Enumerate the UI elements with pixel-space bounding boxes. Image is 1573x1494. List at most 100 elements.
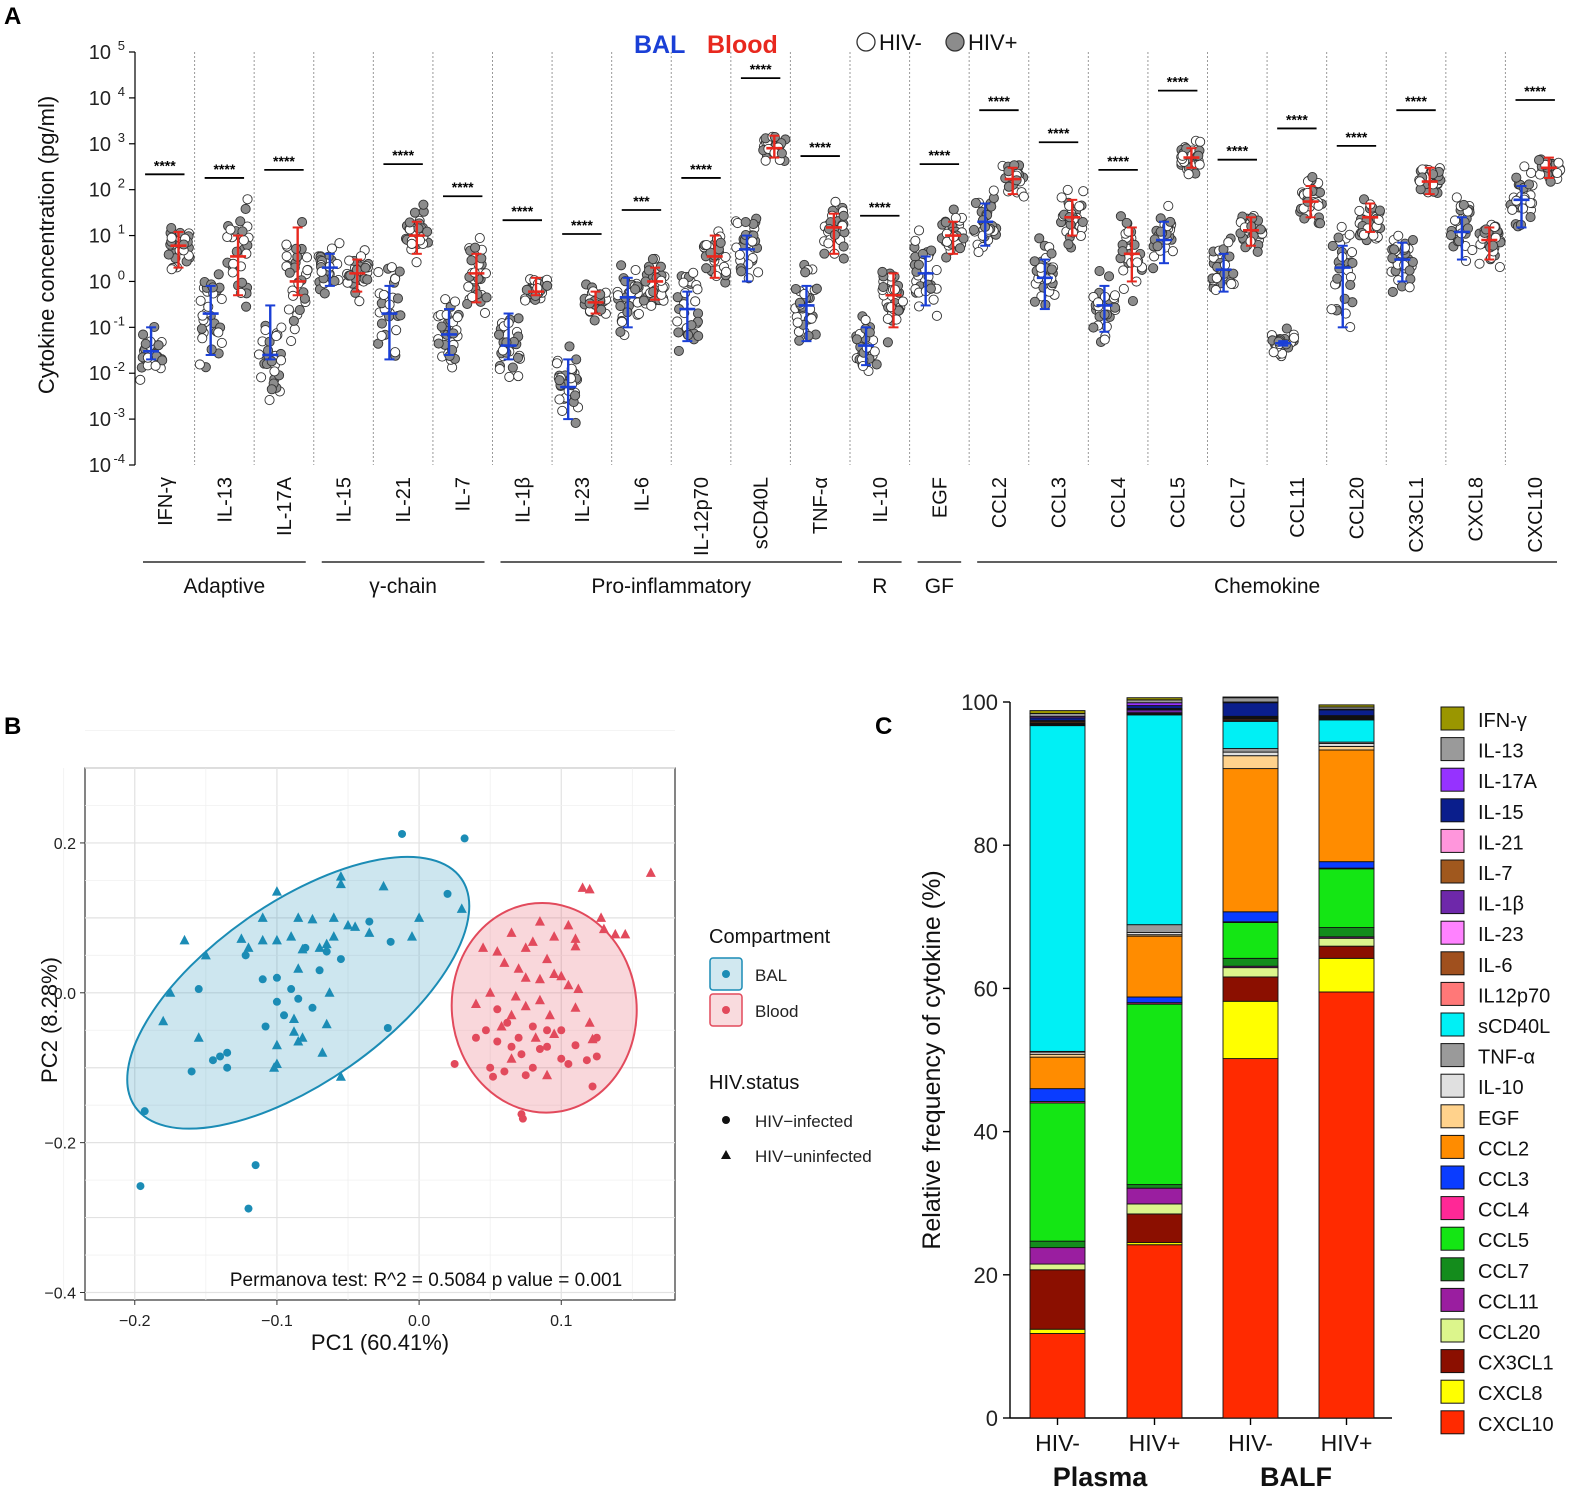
pca-point-triangle xyxy=(620,928,631,939)
pca-point-triangle xyxy=(271,934,282,945)
legend-label: sCD40L xyxy=(1478,1016,1550,1038)
legend-bal-text: BAL xyxy=(755,966,787,985)
y-tick-exponent: -1 xyxy=(113,313,125,328)
data-point xyxy=(264,394,275,406)
data-point xyxy=(138,329,149,340)
pca-point-triangle xyxy=(570,1002,581,1012)
data-point xyxy=(266,384,277,395)
pca-point-circle xyxy=(528,1022,537,1031)
stacked-segment xyxy=(1029,1269,1086,1330)
data-point xyxy=(406,238,417,249)
pca-point-triangle xyxy=(314,942,325,952)
pca-point-triangle xyxy=(414,912,425,922)
pca-point-triangle xyxy=(520,1000,531,1011)
pca-point-circle xyxy=(244,1204,253,1213)
data-point xyxy=(1445,230,1457,241)
data-point xyxy=(913,259,924,270)
data-point xyxy=(633,308,644,319)
data-point xyxy=(973,246,984,258)
data-point xyxy=(1149,251,1160,262)
stacked-segment xyxy=(1318,927,1375,938)
significance-stars: **** xyxy=(809,139,831,155)
pca-point-triangle xyxy=(158,1015,169,1026)
legend-uninfected-marker xyxy=(721,1150,731,1159)
data-point xyxy=(1344,229,1355,240)
category-label: IFN-γ xyxy=(155,477,177,526)
data-point xyxy=(803,330,814,341)
significance-stars: **** xyxy=(869,199,891,215)
data-point xyxy=(988,185,999,196)
data-point xyxy=(1056,192,1067,203)
stacked-segment xyxy=(1029,1328,1086,1334)
data-point xyxy=(354,296,365,307)
category-label: CCL4 xyxy=(1108,477,1130,528)
legend-hivneg-marker xyxy=(856,32,876,52)
pca-point-circle xyxy=(258,975,267,984)
group-plasma-label: Plasma xyxy=(1053,1462,1149,1492)
data-point xyxy=(436,321,447,332)
stacked-segment xyxy=(1318,709,1375,717)
data-point xyxy=(776,148,787,159)
significance-stars: **** xyxy=(1346,129,1368,145)
legend-label: CCL2 xyxy=(1478,1138,1529,1160)
legend-label: CXCL10 xyxy=(1478,1414,1554,1436)
pca-point-circle xyxy=(503,1018,512,1027)
category-label: CCL7 xyxy=(1227,477,1249,528)
pca-point-circle xyxy=(557,1026,566,1035)
data-point xyxy=(941,236,953,247)
data-point xyxy=(734,249,745,260)
legend-swatch xyxy=(1440,828,1465,853)
data-point xyxy=(521,284,532,295)
pca-point-circle xyxy=(294,994,303,1003)
legend-label: CCL11 xyxy=(1478,1291,1539,1313)
x-tick-label: 0.1 xyxy=(550,1313,572,1330)
data-point xyxy=(1553,157,1564,168)
data-point xyxy=(395,310,406,321)
data-point xyxy=(350,287,361,298)
stacked-segment xyxy=(1126,1003,1183,1186)
x-tick-label: −0.2 xyxy=(119,1313,151,1330)
pca-point-triangle xyxy=(527,936,538,946)
data-point xyxy=(760,155,771,166)
pca-point-triangle xyxy=(570,940,581,951)
pca-point-triangle xyxy=(542,953,553,964)
data-point xyxy=(269,366,280,377)
pca-point-triangle xyxy=(520,972,531,982)
stacked-segment xyxy=(1222,1000,1279,1060)
y-tick-label: 10 xyxy=(89,134,111,156)
data-point xyxy=(673,345,684,356)
stacked-segment xyxy=(1126,714,1183,926)
data-point xyxy=(231,246,242,257)
pca-point-triangle xyxy=(324,987,335,997)
pca-point-circle xyxy=(528,1063,537,1072)
legend-label: IL-17A xyxy=(1478,771,1538,793)
data-point xyxy=(1074,201,1085,212)
data-point xyxy=(1193,150,1204,161)
category-label: IL-13 xyxy=(214,477,236,523)
data-point xyxy=(440,294,451,305)
legend-label: IL-13 xyxy=(1478,741,1524,763)
data-point xyxy=(1289,332,1300,343)
pca-point-circle xyxy=(571,1041,580,1050)
legend-label: IL-21 xyxy=(1478,832,1524,854)
data-point xyxy=(792,317,803,328)
data-point xyxy=(299,293,310,304)
pca-point-circle xyxy=(450,1059,459,1068)
pca-point-triangle xyxy=(288,1013,299,1024)
panel-a-y-label: Cytokine concentration (pg/ml) xyxy=(34,96,59,394)
legend-swatch xyxy=(1440,1379,1465,1404)
significance-stars: **** xyxy=(1107,153,1129,169)
category-label: IL-6 xyxy=(631,477,653,511)
group-label: GF xyxy=(925,575,954,598)
legend-label: CCL7 xyxy=(1478,1261,1529,1283)
data-point xyxy=(800,267,811,278)
data-point xyxy=(860,314,871,326)
data-point xyxy=(376,318,387,329)
stacked-segment xyxy=(1318,868,1375,928)
stacked-segment xyxy=(1126,935,1183,998)
stacked-segment xyxy=(1222,957,1279,967)
legend-swatch xyxy=(1440,951,1465,976)
data-point xyxy=(520,295,531,306)
data-point xyxy=(1029,256,1040,267)
y-tick-exponent: 4 xyxy=(118,84,125,99)
